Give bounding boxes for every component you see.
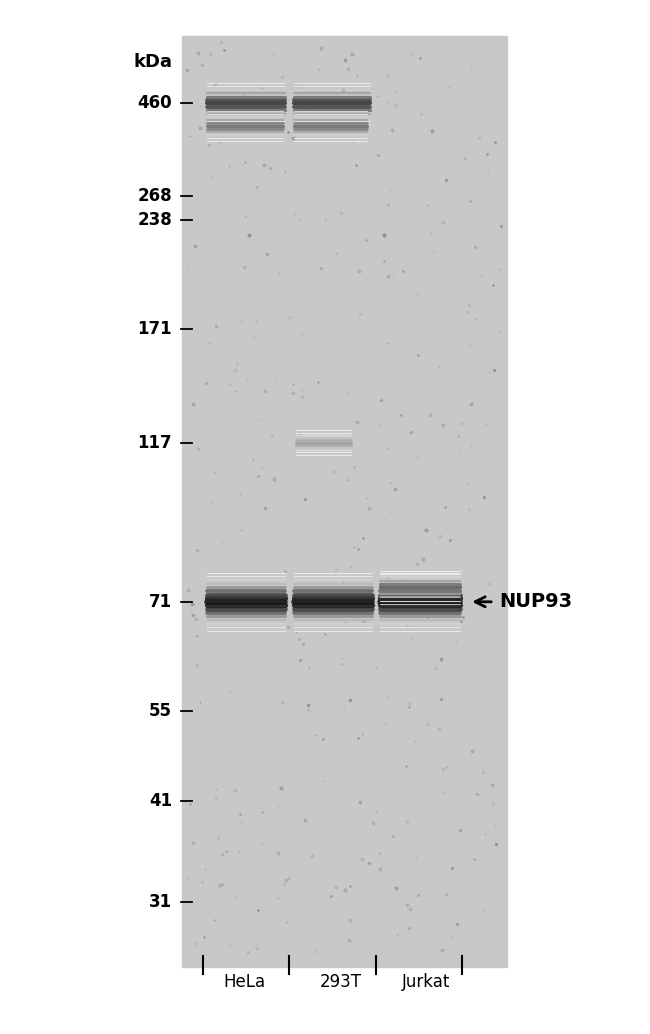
Text: HeLa: HeLa (224, 973, 265, 992)
Text: 31: 31 (149, 892, 172, 911)
Text: Jurkat: Jurkat (402, 973, 450, 992)
Text: 41: 41 (149, 792, 172, 811)
Text: kDa: kDa (133, 53, 172, 71)
Text: 268: 268 (138, 187, 172, 206)
Text: 238: 238 (138, 211, 172, 230)
Text: 293T: 293T (320, 973, 361, 992)
Text: 71: 71 (149, 592, 172, 611)
Text: NUP93: NUP93 (499, 592, 573, 611)
Text: 171: 171 (138, 320, 172, 338)
Bar (182, 36, 507, 967)
Text: 55: 55 (150, 702, 172, 721)
Text: 117: 117 (138, 433, 172, 452)
Text: 460: 460 (138, 94, 172, 113)
